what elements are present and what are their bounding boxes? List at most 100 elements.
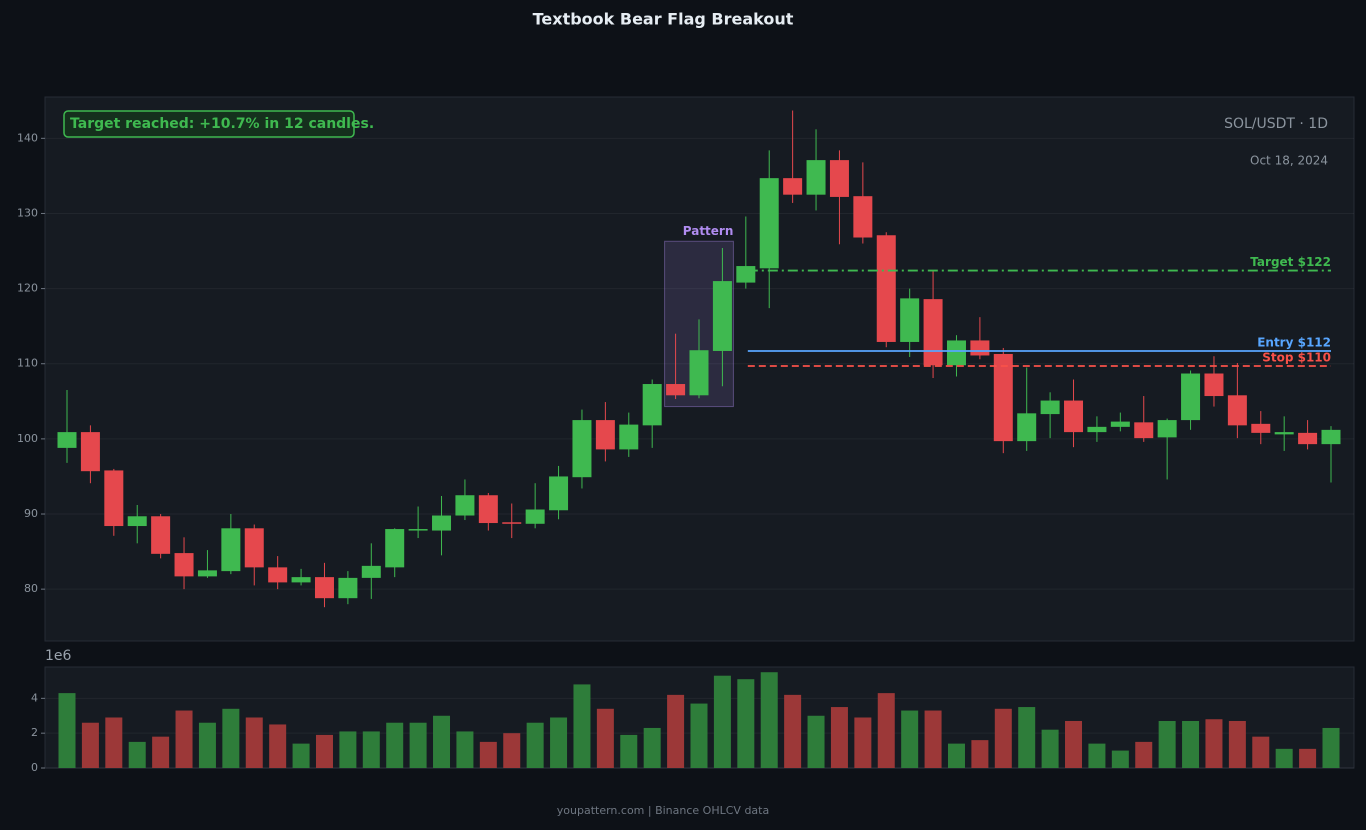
volume-bar <box>433 715 451 768</box>
volume-bar <box>550 717 568 768</box>
candle-body <box>572 420 592 478</box>
volume-bar <box>479 741 497 768</box>
candle-body <box>197 570 217 577</box>
candle-body <box>1040 400 1060 415</box>
candle-body <box>595 420 615 450</box>
candle-body <box>642 384 662 426</box>
chart-title: Textbook Bear Flag Breakout <box>533 10 794 29</box>
volume-bar <box>877 693 895 768</box>
candle-body <box>1298 432 1318 445</box>
volume-bar <box>924 710 942 768</box>
volume-bar <box>994 708 1012 768</box>
volume-bar <box>526 722 544 768</box>
volume-bar <box>1065 720 1083 768</box>
y-tick-label: 100 <box>17 432 38 445</box>
volume-bar <box>1299 748 1317 768</box>
candle-body <box>1064 400 1084 433</box>
candle-body <box>1181 373 1201 421</box>
volume-bar <box>1135 741 1153 768</box>
candle-body <box>478 495 498 524</box>
y-tick-label: 2 <box>31 726 38 739</box>
candle-body <box>1227 395 1247 426</box>
volume-bar <box>713 675 731 768</box>
candle-body <box>1087 426 1107 433</box>
candle-body <box>689 350 709 396</box>
candle-body <box>127 516 147 527</box>
date: Oct 18, 2024 <box>1250 154 1328 168</box>
candle-body <box>970 340 990 356</box>
volume-bar <box>386 722 404 768</box>
candle-body <box>1017 413 1037 442</box>
volume-bar <box>456 731 474 768</box>
candle-body <box>759 178 779 269</box>
candle-body <box>385 529 405 568</box>
candle-body <box>408 529 428 531</box>
volume-bar <box>315 734 333 768</box>
volume-bar <box>830 707 848 768</box>
volume-bar <box>854 717 872 768</box>
volume-bar <box>503 733 521 768</box>
candle-body <box>1157 420 1177 438</box>
volume-bar <box>784 694 802 768</box>
volume-bar <box>339 731 357 768</box>
candle-body <box>314 577 334 599</box>
symbol: SOL/USDT · 1D <box>1224 116 1328 132</box>
candle-body <box>736 266 756 283</box>
annotation: Target reached: +10.7% in 12 candles. <box>70 116 374 132</box>
y-tick-label: 140 <box>17 131 38 144</box>
volume-bar <box>1088 743 1106 768</box>
volume-bar <box>971 740 989 768</box>
candle-body <box>712 281 732 351</box>
candle-body <box>244 528 264 568</box>
volume-bar <box>620 734 638 768</box>
volume-bar <box>1182 720 1200 768</box>
volume-bar <box>409 722 427 768</box>
y-tick-label: 120 <box>17 282 38 295</box>
volume-bar <box>1018 707 1036 768</box>
candle-body <box>853 196 873 238</box>
candle-body <box>876 235 896 342</box>
candle-body <box>1110 421 1130 427</box>
annotation-box <box>63 110 355 138</box>
candle-body <box>455 495 475 516</box>
volume-bar <box>152 736 170 768</box>
candle-body <box>666 384 686 396</box>
y-tick-label: 0 <box>31 761 38 774</box>
y-tick-label: 110 <box>17 357 38 370</box>
volume-bar <box>269 724 287 768</box>
volume-bar <box>690 703 708 768</box>
volume-bar <box>1158 720 1176 768</box>
candle-body <box>221 528 241 572</box>
volume-bar <box>1111 750 1129 768</box>
volume-bar <box>245 717 263 768</box>
y-tick-label: 90 <box>24 507 38 520</box>
candle-body <box>338 577 358 599</box>
candle-body <box>361 565 381 578</box>
candle-body <box>806 160 826 195</box>
volume-bar <box>1041 729 1059 768</box>
volume-bar <box>1205 719 1223 768</box>
candle-body <box>829 160 849 197</box>
level-label: Entry $112 <box>1257 335 1331 349</box>
volume-bar <box>596 708 614 768</box>
volume-bar <box>1322 727 1340 768</box>
level-label: Stop $110 <box>1262 350 1331 364</box>
y-tick-label: 4 <box>31 691 38 704</box>
volume-bar <box>175 710 193 768</box>
volume-bar <box>901 710 919 768</box>
volume-bar <box>198 722 216 768</box>
candle-body <box>104 470 124 527</box>
candle-body <box>619 424 639 450</box>
y-tick-label: 130 <box>17 206 38 219</box>
candle-body <box>502 522 522 524</box>
volume-bar <box>573 684 591 768</box>
footer: youpattern.com | Binance OHLCV data <box>557 804 769 817</box>
pattern-label: Pattern <box>683 224 734 238</box>
candle-body <box>174 553 194 577</box>
volume-bar <box>760 672 778 768</box>
candle-body <box>783 178 803 195</box>
candle-body <box>1274 432 1294 435</box>
volume-bar <box>128 741 146 768</box>
volume-bar <box>292 743 310 768</box>
